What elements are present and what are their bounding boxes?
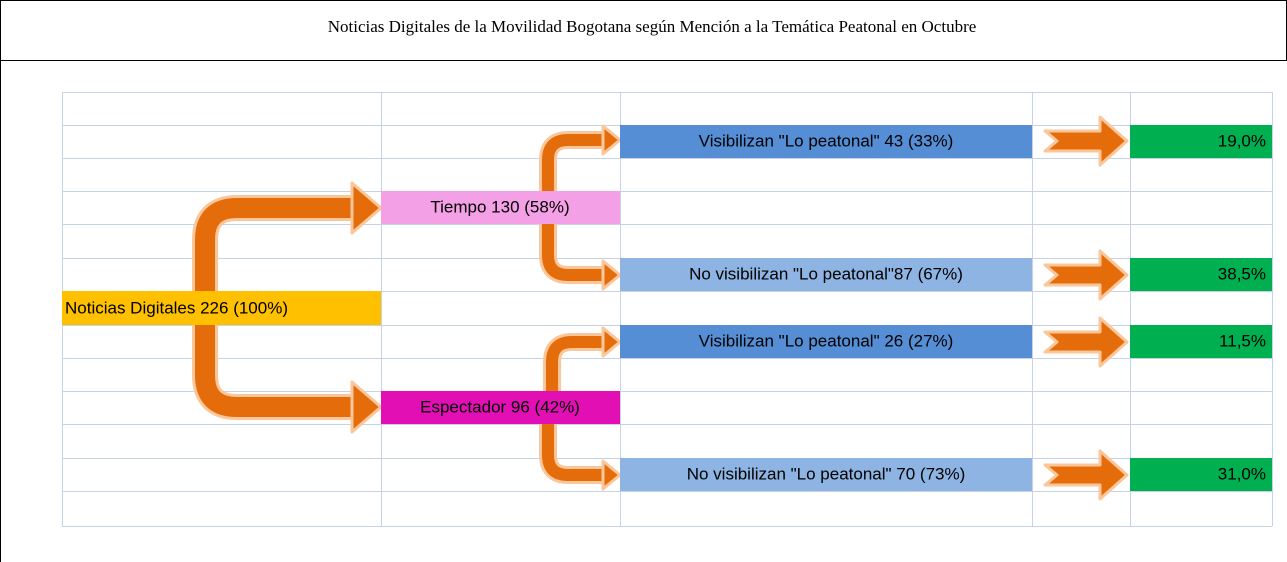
result-label: 11,5%	[1219, 331, 1266, 350]
arrow-outline	[192, 195, 354, 300]
leaf-label: No visibilizan "Lo peatonal"87 (67%)	[689, 264, 963, 283]
arrow-head	[601, 259, 622, 291]
root-label: Noticias Digitales 226 (100%)	[65, 298, 288, 317]
result-arrow	[1043, 249, 1129, 301]
arrow-head	[601, 124, 622, 156]
arrow-head	[350, 380, 383, 434]
leaf-label: Visibilizan "Lo peatonal" 26 (27%)	[699, 331, 954, 350]
branch-box	[381, 191, 620, 224]
leaf-box	[620, 125, 1032, 158]
result-box	[1130, 325, 1272, 358]
result-box	[1130, 458, 1272, 491]
arrow-body	[542, 224, 605, 281]
leaf-label: Visibilizan "Lo peatonal" 43 (33%)	[699, 131, 954, 150]
result-arrow	[1043, 316, 1129, 368]
root-box	[62, 291, 381, 325]
arrows	[192, 115, 1129, 501]
title: Noticias Digitales de la Movilidad Bogot…	[328, 17, 977, 36]
result-box	[1130, 125, 1272, 158]
arrow-head	[601, 326, 622, 358]
result-label: 31,0%	[1218, 464, 1266, 483]
branch-label: Tiempo 130 (58%)	[430, 197, 569, 216]
branch-label: Espectador 96 (42%)	[420, 397, 580, 416]
arrow-body	[546, 336, 605, 391]
result-label: 19,0%	[1218, 131, 1266, 150]
arrow-body	[542, 134, 605, 191]
arrow-head	[601, 459, 622, 491]
result-label: 38,5%	[1218, 264, 1266, 283]
arrow-body	[542, 424, 605, 481]
arrow-body	[195, 198, 354, 300]
arrow-head	[350, 181, 383, 235]
branch-box	[381, 391, 620, 424]
result-arrow	[1043, 449, 1129, 501]
leaf-box	[620, 325, 1032, 358]
leaf-box	[620, 258, 1032, 291]
leaf-box	[620, 458, 1032, 491]
leaf-label: No visibilizan "Lo peatonal" 70 (73%)	[687, 464, 966, 483]
arrow-outline	[192, 316, 354, 420]
arrow-body	[195, 316, 354, 417]
result-box	[1130, 258, 1272, 291]
result-arrow	[1043, 115, 1129, 167]
